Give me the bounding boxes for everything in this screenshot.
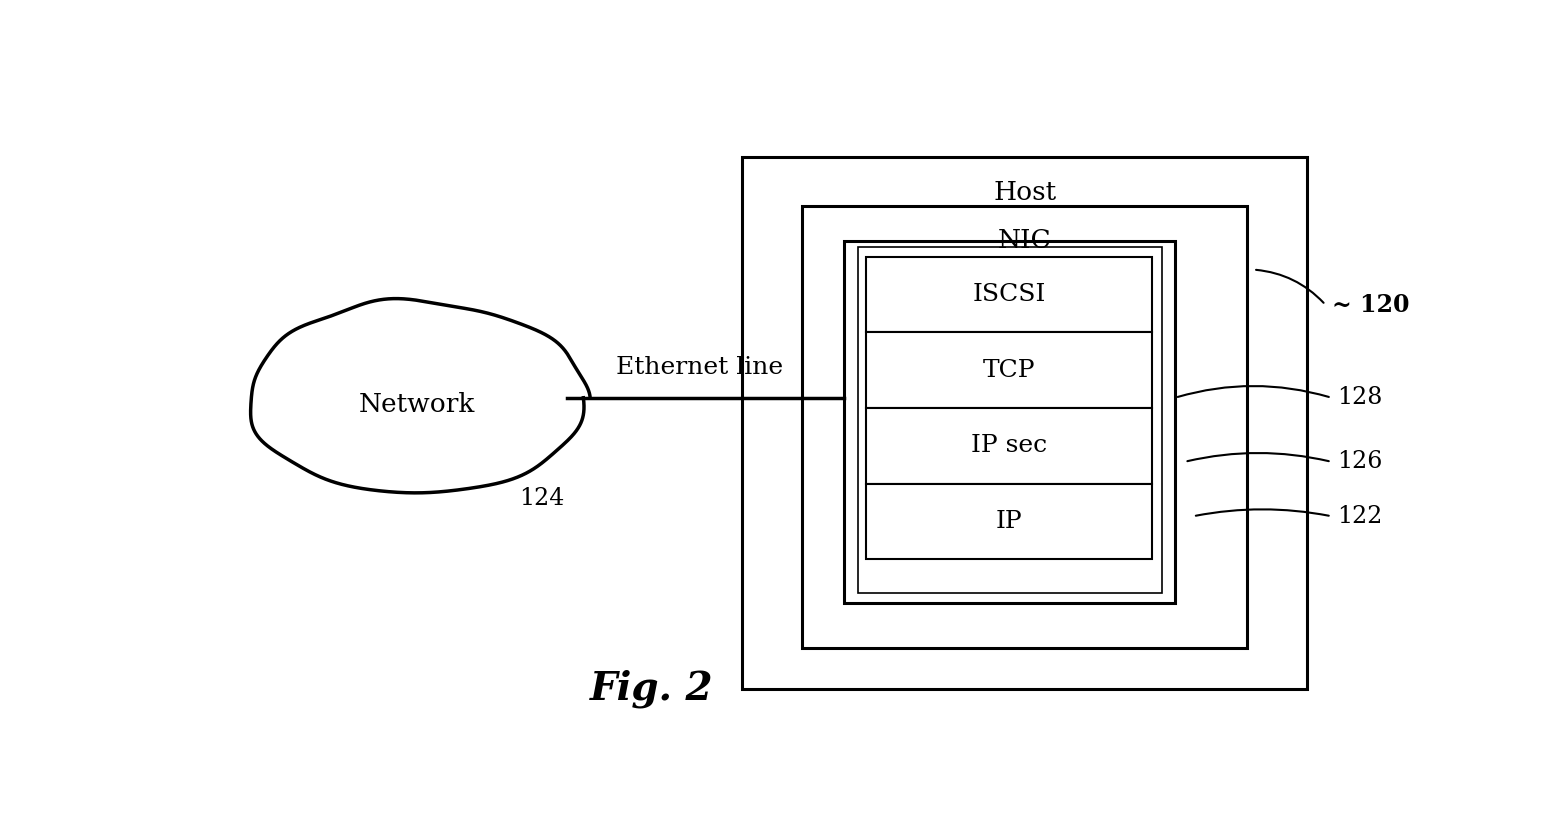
- Circle shape: [309, 327, 525, 443]
- Text: 122: 122: [1337, 505, 1382, 527]
- Circle shape: [269, 306, 432, 394]
- Circle shape: [457, 349, 606, 428]
- Circle shape: [407, 306, 572, 394]
- Bar: [865, 408, 1152, 483]
- Text: ISCSI: ISCSI: [972, 283, 1045, 306]
- Bar: [845, 240, 1176, 602]
- Text: NIC: NIC: [997, 228, 1051, 253]
- Circle shape: [362, 369, 544, 465]
- Bar: [865, 257, 1152, 333]
- Bar: [742, 157, 1308, 689]
- Text: Ethernet line: Ethernet line: [617, 355, 783, 379]
- Bar: [859, 247, 1162, 593]
- Text: 124: 124: [519, 488, 564, 510]
- Text: IP: IP: [995, 510, 1022, 532]
- Text: Fig. 2: Fig. 2: [590, 670, 713, 709]
- Circle shape: [331, 290, 503, 383]
- Circle shape: [422, 398, 567, 474]
- Bar: [801, 206, 1247, 647]
- Text: ~ 120: ~ 120: [1331, 293, 1409, 317]
- Circle shape: [267, 398, 410, 474]
- Circle shape: [290, 369, 471, 465]
- Bar: [865, 333, 1152, 408]
- Text: TCP: TCP: [983, 359, 1036, 382]
- Text: Host: Host: [992, 180, 1056, 205]
- Text: Network: Network: [359, 392, 475, 417]
- Text: IP sec: IP sec: [971, 434, 1047, 458]
- Circle shape: [228, 349, 377, 428]
- Bar: [865, 483, 1152, 559]
- Text: 126: 126: [1337, 450, 1382, 473]
- Text: 128: 128: [1337, 386, 1382, 409]
